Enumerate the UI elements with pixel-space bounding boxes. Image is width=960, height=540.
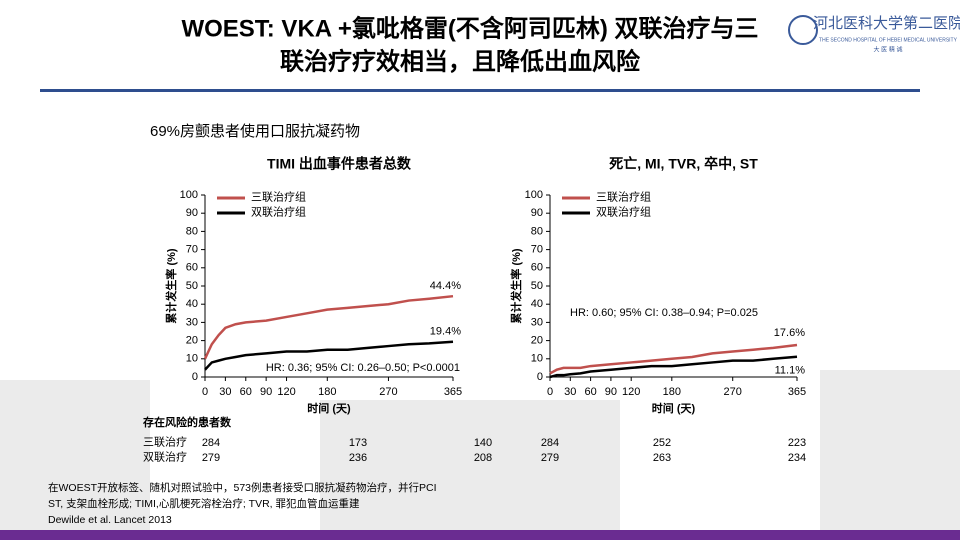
series-line bbox=[549, 355, 798, 379]
legend-label: 双联治疗组 bbox=[596, 205, 651, 219]
risk-cell: 234 bbox=[788, 452, 806, 464]
x-tick-label: 120 bbox=[622, 386, 640, 398]
header-rule bbox=[40, 89, 920, 92]
legend-label: 双联治疗组 bbox=[251, 205, 306, 219]
title-line: WOEST: VKA +氯吡格雷(不含阿司匹林) 双联治疗与三 bbox=[181, 14, 758, 42]
series-line bbox=[204, 340, 454, 371]
footnote: 在WOEST开放标签、随机对照试验中，573例患者接受口服抗凝药物治疗，并行PC… bbox=[48, 481, 437, 494]
y-tick-label: 60 bbox=[186, 262, 198, 274]
x-tick-label: 30 bbox=[564, 386, 576, 398]
background-building bbox=[0, 370, 960, 530]
risk-cell: 208 bbox=[474, 452, 492, 464]
x-tick-label: 60 bbox=[240, 386, 252, 398]
risk-cell: 223 bbox=[788, 437, 806, 449]
risk-cell: 279 bbox=[541, 452, 559, 464]
y-tick-label: 90 bbox=[186, 207, 198, 219]
logo-motto: 大 医 精 诚 bbox=[873, 46, 902, 54]
title-line: 联治疗疗效相当，且降低出血风险 bbox=[280, 47, 641, 75]
x-tick-label: 90 bbox=[260, 386, 272, 398]
y-tick-label: 100 bbox=[180, 189, 198, 201]
x-tick-label: 365 bbox=[788, 386, 806, 398]
x-tick-label: 120 bbox=[277, 386, 295, 398]
logo-name: 河北医科大学第二医院 bbox=[813, 14, 960, 32]
y-tick-label: 100 bbox=[525, 189, 543, 201]
y-tick-label: 10 bbox=[186, 353, 198, 365]
y-axis-label: 累计发生率 (%) bbox=[164, 248, 178, 323]
footnote: ST, 支架血栓形成; TIMI,心肌梗死溶栓治疗; TVR, 罪犯血管血运重建 bbox=[48, 497, 360, 510]
risk-row-label: 双联治疗 bbox=[143, 450, 187, 464]
hr-annotation: HR: 0.60; 95% CI: 0.38–0.94; P=0.025 bbox=[570, 307, 758, 319]
x-tick-label: 180 bbox=[318, 386, 336, 398]
x-axis-label: 时间 (天) bbox=[307, 401, 351, 415]
y-tick-label: 80 bbox=[186, 225, 198, 237]
footnote: Dewilde et al. Lancet 2013 bbox=[48, 514, 172, 526]
x-tick-label: 0 bbox=[547, 386, 553, 398]
y-tick-label: 70 bbox=[186, 244, 198, 256]
risk-cell: 279 bbox=[202, 452, 220, 464]
x-axis-label: 时间 (天) bbox=[652, 401, 696, 415]
y-tick-label: 50 bbox=[186, 280, 198, 292]
logo-english: THE SECOND HOSPITAL OF HEBEI MEDICAL UNI… bbox=[819, 37, 958, 43]
legend-label: 三联治疗组 bbox=[251, 190, 306, 204]
subtitle: 69%房颤患者使用口服抗凝药物 bbox=[150, 122, 360, 140]
x-tick-label: 270 bbox=[379, 386, 397, 398]
risk-cell: 284 bbox=[202, 437, 220, 449]
x-tick-label: 365 bbox=[444, 386, 462, 398]
legend-label: 三联治疗组 bbox=[596, 190, 651, 204]
end-label: 11.1% bbox=[775, 365, 806, 377]
y-tick-label: 10 bbox=[531, 353, 543, 365]
end-label: 17.6% bbox=[774, 327, 805, 339]
y-tick-label: 20 bbox=[186, 335, 198, 347]
y-tick-label: 90 bbox=[531, 207, 543, 219]
y-tick-label: 50 bbox=[531, 280, 543, 292]
x-tick-label: 0 bbox=[202, 386, 208, 398]
footer-bar bbox=[0, 530, 960, 540]
x-tick-label: 30 bbox=[219, 386, 231, 398]
x-tick-label: 60 bbox=[584, 386, 596, 398]
risk-cell: 236 bbox=[349, 452, 367, 464]
end-label: 44.4% bbox=[430, 280, 461, 292]
risk-cell: 252 bbox=[653, 437, 671, 449]
risk-cell: 173 bbox=[349, 437, 367, 449]
series-line bbox=[549, 343, 798, 375]
risk-cell: 140 bbox=[474, 437, 492, 449]
x-tick-label: 90 bbox=[605, 386, 617, 398]
y-axis-label: 累计发生率 (%) bbox=[509, 248, 523, 323]
y-tick-label: 40 bbox=[186, 298, 198, 310]
y-tick-label: 0 bbox=[537, 371, 543, 383]
logo-emblem bbox=[788, 15, 818, 45]
y-tick-label: 60 bbox=[531, 262, 543, 274]
x-tick-label: 180 bbox=[663, 386, 681, 398]
chart-title: 死亡, MI, TVR, 卒中, ST bbox=[608, 156, 758, 172]
y-tick-label: 0 bbox=[192, 371, 198, 383]
risk-cell: 263 bbox=[653, 452, 671, 464]
risk-table-title: 存在风险的患者数 bbox=[143, 415, 232, 429]
y-tick-label: 40 bbox=[531, 298, 543, 310]
y-tick-label: 80 bbox=[531, 225, 543, 237]
y-tick-label: 30 bbox=[186, 316, 198, 328]
end-label: 19.4% bbox=[430, 326, 461, 338]
series-line bbox=[203, 294, 454, 360]
y-tick-label: 20 bbox=[531, 335, 543, 347]
y-tick-label: 30 bbox=[531, 316, 543, 328]
risk-row-label: 三联治疗 bbox=[143, 435, 187, 449]
hr-annotation: HR: 0.36; 95% CI: 0.26–0.50; P<0.0001 bbox=[266, 362, 460, 374]
risk-cell: 284 bbox=[541, 437, 559, 449]
chart-title: TIMI 出血事件患者总数 bbox=[267, 156, 412, 172]
x-tick-label: 270 bbox=[724, 386, 742, 398]
y-tick-label: 70 bbox=[531, 244, 543, 256]
